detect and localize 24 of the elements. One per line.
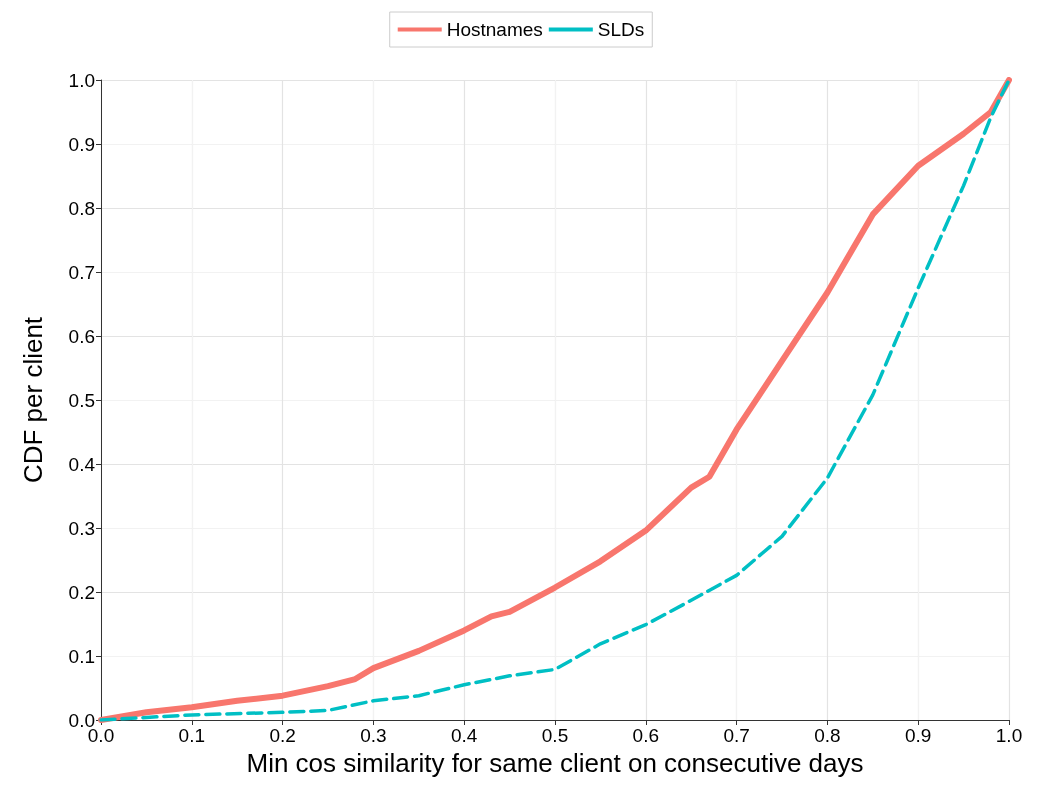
y-tick-label: 0.7 [68,261,95,283]
x-tick-label: 0.1 [178,725,206,746]
x-tick-label: 0.2 [269,725,296,746]
y-axis-title: CDF per client [18,316,48,484]
x-tick-label: 0.8 [814,725,841,746]
x-tick-label: 0.3 [360,725,387,746]
x-tick-label: 0.9 [904,725,932,746]
x-tick-label: 0.4 [450,725,478,746]
x-tick-label: 0.5 [541,725,569,746]
y-tick-label: 0.6 [68,325,95,347]
x-tick-label: 1.0 [995,725,1023,746]
legend-label: Hostnames [446,19,543,40]
y-tick-label: 1.0 [68,69,95,91]
y-tick-label: 0.3 [68,517,95,539]
y-tick-label: 0.5 [68,389,95,411]
x-tick-label: 0.7 [723,725,750,746]
y-tick-label: 0.1 [68,645,95,667]
x-axis-title: Min cos similarity for same client on consecutive days [246,748,864,778]
y-tick-label: 0.9 [68,133,95,155]
y-tick-label: 0.4 [68,453,96,475]
y-tick-label: 0.8 [68,197,95,219]
legend-label: SLDs [597,19,645,40]
y-tick-label: 0.2 [68,581,95,603]
x-tick-label: 0.6 [632,725,660,746]
